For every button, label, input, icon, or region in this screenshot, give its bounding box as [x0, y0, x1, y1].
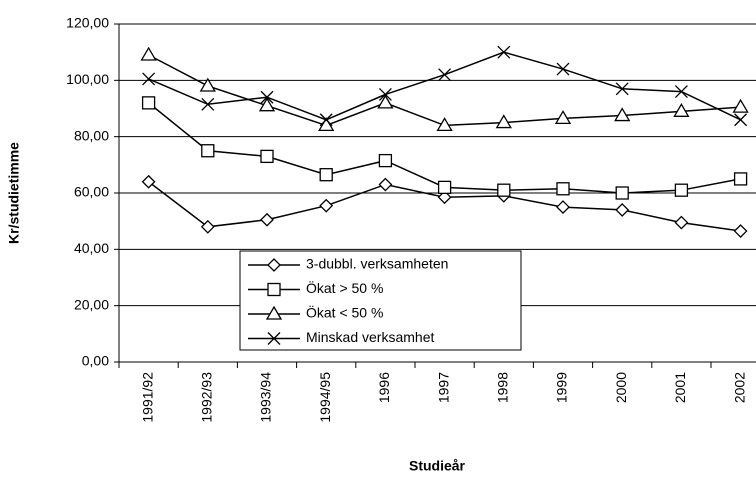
x-tick-label: 1993/94 [258, 372, 274, 423]
legend-label: Ökat < 50 % [306, 304, 383, 321]
marker [142, 72, 156, 86]
y-tick-label: 100,00 [66, 71, 109, 87]
marker [319, 168, 333, 182]
marker [378, 87, 392, 101]
x-tick-label: 2000 [613, 372, 629, 403]
marker [199, 77, 216, 92]
marker [201, 97, 215, 111]
marker [556, 200, 570, 215]
y-axis-title: Kr/studietimme [6, 142, 22, 244]
marker [615, 186, 629, 200]
x-tick-label: 1997 [435, 372, 451, 403]
marker [141, 96, 156, 110]
marker [200, 219, 215, 234]
marker [497, 183, 511, 197]
marker [734, 113, 748, 127]
x-tick-label: 1999 [554, 372, 570, 403]
marker [260, 149, 274, 164]
marker [319, 113, 333, 127]
x-tick-label: 1994/95 [317, 372, 333, 423]
y-tick-label: 120,00 [66, 15, 109, 31]
marker [265, 305, 283, 320]
marker [141, 174, 156, 189]
marker [267, 282, 281, 297]
legend-label: Ökat > 50 % [306, 279, 383, 296]
marker [377, 94, 394, 109]
y-tick-label: 60,00 [74, 184, 109, 200]
marker [673, 103, 690, 117]
marker [267, 258, 281, 272]
legend-box [239, 250, 522, 351]
marker [733, 224, 748, 238]
marker [732, 98, 749, 113]
marker [378, 177, 393, 192]
marker [267, 332, 281, 345]
marker [378, 153, 393, 168]
marker [201, 144, 215, 158]
marker [615, 202, 630, 217]
marker [438, 68, 452, 82]
marker [556, 62, 570, 76]
series-line [148, 102, 741, 194]
y-tick-label: 80,00 [74, 127, 109, 143]
marker [436, 117, 453, 132]
marker [437, 190, 452, 205]
marker [674, 183, 689, 197]
y-tick-label: 0,00 [82, 353, 109, 369]
x-tick-label: 1998 [495, 372, 511, 403]
marker [437, 180, 452, 195]
marker [260, 90, 274, 104]
marker [733, 172, 748, 186]
marker [318, 117, 335, 132]
marker [497, 45, 511, 59]
marker [674, 215, 689, 230]
marker [556, 182, 570, 196]
x-tick-label: 1992/93 [199, 372, 215, 423]
marker [319, 198, 334, 213]
x-tick-label: 1991/92 [139, 372, 155, 423]
marker [260, 212, 274, 227]
legend-label: 3-dubbl. verksamheten [306, 256, 448, 272]
marker [614, 107, 631, 122]
marker [674, 85, 688, 99]
legend-label: Minskad verksamhet [306, 329, 434, 345]
marker [258, 97, 276, 112]
marker [554, 110, 572, 125]
x-axis-title: Studieår [409, 458, 466, 474]
y-tick-label: 40,00 [74, 240, 109, 256]
marker [615, 82, 629, 96]
x-tick-label: 2001 [672, 372, 688, 403]
marker [495, 114, 512, 129]
y-tick-label: 20,00 [74, 296, 109, 312]
series-line [148, 51, 741, 121]
x-tick-label: 2002 [731, 372, 747, 403]
x-tick-label: 1996 [376, 372, 392, 403]
marker [140, 46, 157, 61]
